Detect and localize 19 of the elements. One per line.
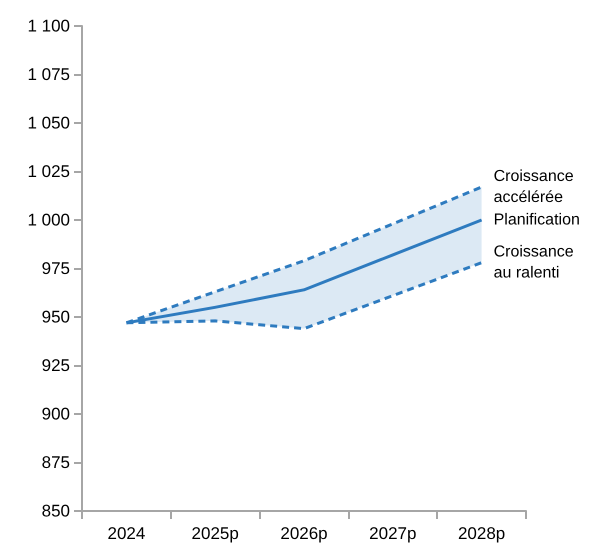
y-tick-label: 1 000: [27, 210, 70, 230]
y-tick-label: 1 025: [27, 162, 70, 181]
x-tick-label: 2025p: [192, 524, 239, 543]
y-tick-label: 850: [42, 502, 70, 520]
x-tick-label: 2028p: [458, 524, 506, 543]
y-tick-label: 925: [42, 356, 70, 375]
x-tick-label: 2026p: [280, 524, 328, 543]
y-tick-label: 900: [42, 404, 70, 424]
y-tick-label: 1 050: [27, 114, 70, 132]
y-tick-label: 1 100: [27, 16, 70, 36]
y-tick-label: 875: [42, 453, 70, 472]
y-tick-label: 975: [42, 259, 70, 278]
y-tick-label: 1 075: [27, 65, 70, 84]
series-label: Croissance au ralenti: [494, 244, 578, 282]
x-tick-label: 2024: [107, 524, 146, 543]
series-label: Planification: [494, 212, 580, 228]
x-tick-label: 2027p: [369, 524, 416, 543]
series-label: Croissance accélérée: [494, 168, 578, 206]
y-tick-label: 950: [42, 308, 70, 326]
